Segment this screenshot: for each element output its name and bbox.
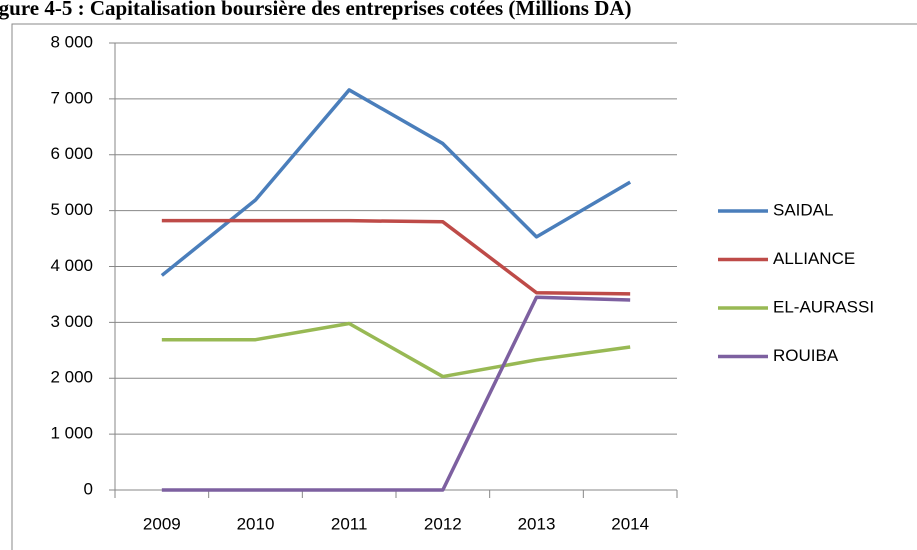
y-tick-label: 5 000 [50,200,93,219]
y-tick-label: 1 000 [50,424,93,443]
x-tick-label: 2011 [331,514,368,533]
y-tick-label: 4 000 [50,256,93,275]
legend-label: ALLIANCE [773,249,855,268]
x-tick-label: 2014 [611,514,649,533]
legend-label: EL-AURASSI [773,297,874,316]
y-tick-label: 7 000 [50,88,93,107]
legend-label: ROUIBA [773,346,839,365]
x-tick-label: 2009 [143,514,181,533]
y-tick-label: 3 000 [50,312,93,331]
y-tick-label: 0 [84,479,93,498]
line-series [160,88,632,277]
x-tick-label: 2010 [237,514,275,533]
line-series [161,218,631,296]
y-tick-label: 6 000 [50,144,93,163]
y-tick-label: 2 000 [50,368,93,387]
y-tick-label: 8 000 [50,32,93,51]
line-series [161,295,631,492]
x-tick-label: 2013 [518,514,556,533]
legend-label: SAIDAL [773,200,833,219]
x-tick-label: 2012 [424,514,462,533]
chart-title: Figure 4-5 : Capitalisation boursière de… [0,0,632,20]
chart-frame [11,23,917,550]
line-series [161,321,631,379]
